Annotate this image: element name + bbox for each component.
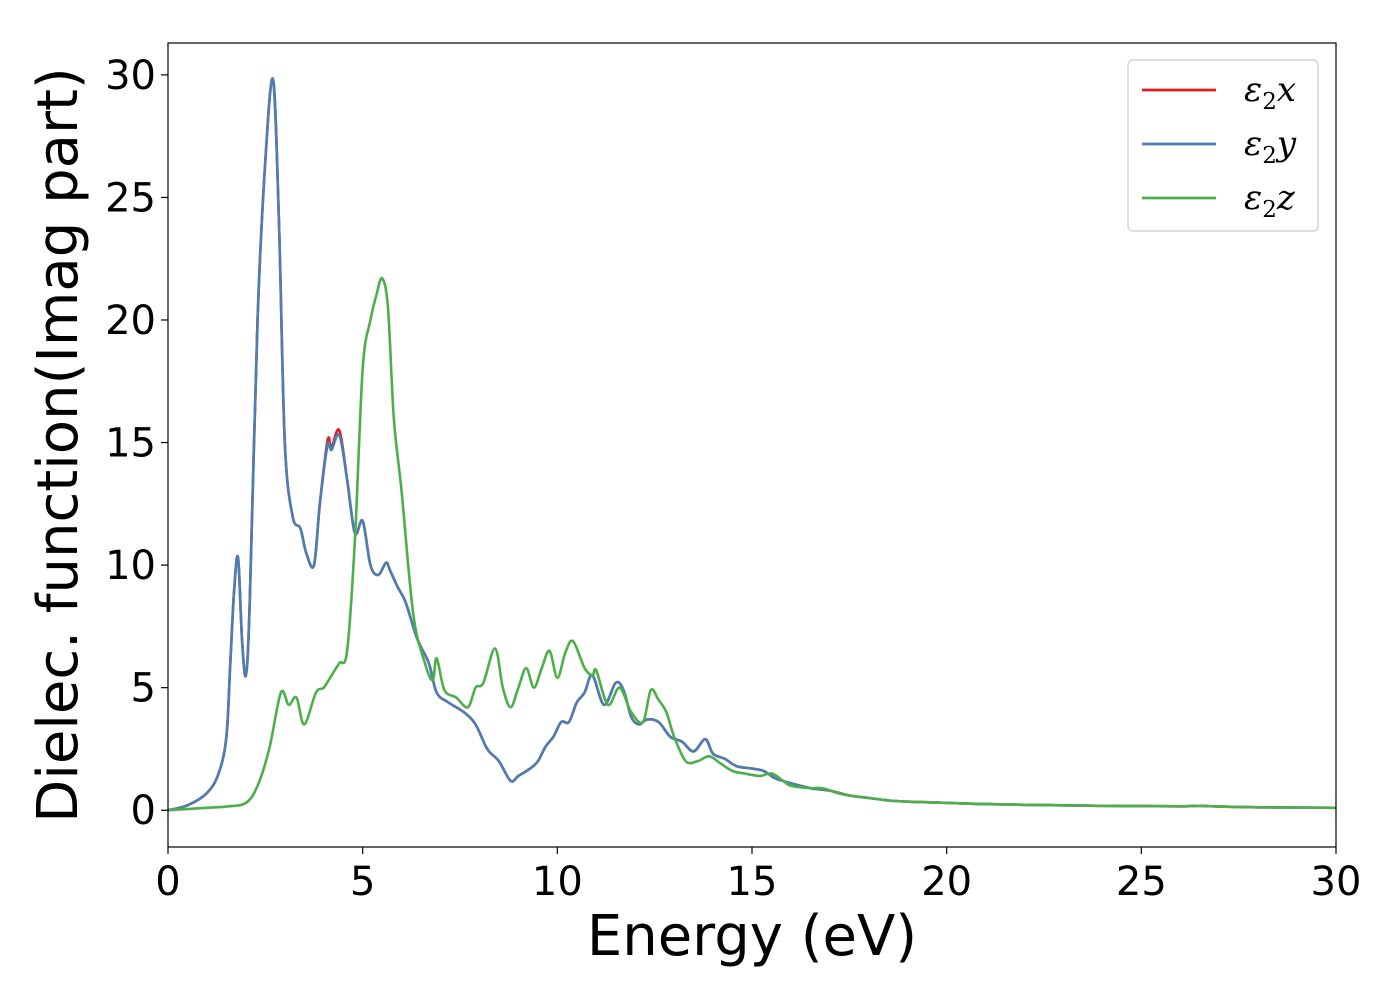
y-tick-label: 25 <box>105 175 156 221</box>
plot-lines <box>167 77 1337 812</box>
x-tick-label: 15 <box>727 859 778 905</box>
x-tick-label: 5 <box>350 859 375 905</box>
y-tick-label: 20 <box>105 298 156 344</box>
x-axis-ticks: 0 5 10 15 20 25 30 <box>155 847 1361 905</box>
x-axis-title: Energy (eV) <box>587 904 917 969</box>
x-tick-label: 0 <box>155 859 180 905</box>
y-axis-title: Dielec. function(Imag part) <box>26 67 91 823</box>
y-tick-label: 30 <box>105 53 156 99</box>
y-tick-label: 5 <box>131 666 156 712</box>
legend-box <box>1127 59 1319 232</box>
series-line-z <box>167 276 1337 812</box>
x-tick-label: 25 <box>1116 859 1167 905</box>
legend-label-x: ε2x <box>1244 70 1296 115</box>
y-tick-label: 15 <box>105 421 156 467</box>
legend-label-z: ε2z <box>1244 178 1296 223</box>
x-tick-label: 30 <box>1311 859 1362 905</box>
x-tick-label: 10 <box>532 859 583 905</box>
legend: ε2x ε2y ε2z <box>1127 59 1319 232</box>
y-tick-label: 0 <box>131 788 156 834</box>
y-axis-ticks: 0 5 10 15 20 25 30 <box>105 53 168 834</box>
x-tick-label: 20 <box>921 859 972 905</box>
y-tick-label: 10 <box>105 543 156 589</box>
legend-label-y: ε2y <box>1244 124 1297 169</box>
